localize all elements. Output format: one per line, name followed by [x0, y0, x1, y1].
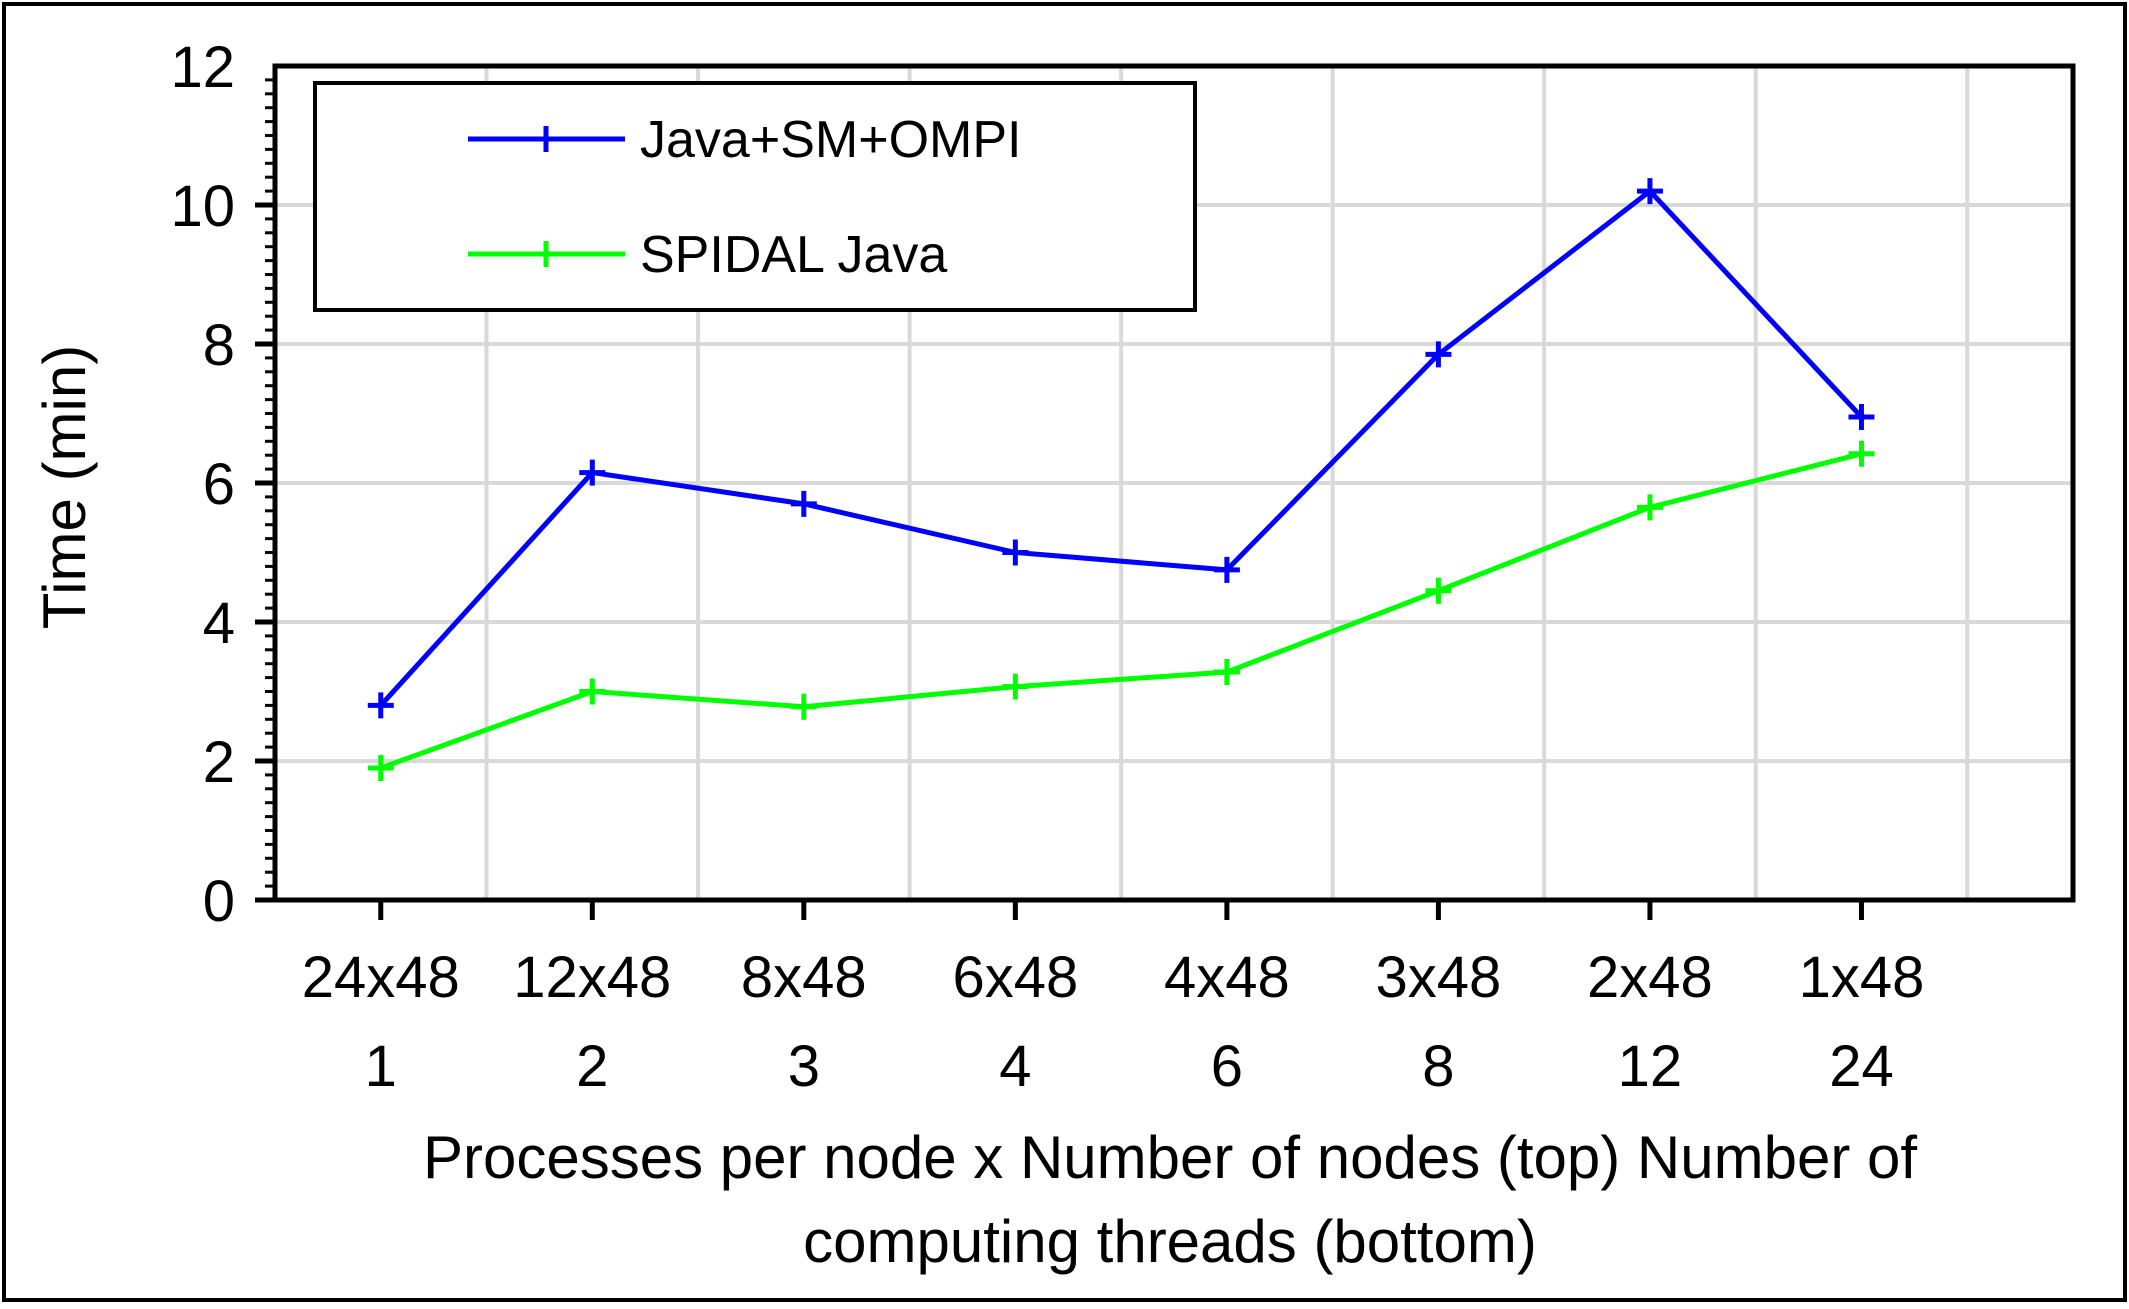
legend-box — [313, 81, 1197, 312]
legend-label-spidal-java: SPIDAL Java — [640, 226, 947, 284]
x-tick-label-bottom: 1 — [365, 1034, 397, 1099]
x-tick-label-top: 24x48 — [302, 945, 460, 1010]
series — [367, 178, 1875, 781]
data-point-marker — [579, 678, 606, 705]
y-tick-label: 4 — [203, 591, 235, 656]
legend-label-java-sm-ompi: Java+SM+OMPI — [640, 111, 1021, 169]
series-line-java-sm-ompi — [378, 188, 1864, 708]
x-tick-label-bottom: 4 — [999, 1034, 1031, 1099]
x-tick-label-bottom: 8 — [1422, 1034, 1454, 1099]
y-tick-label: 2 — [203, 730, 235, 795]
x-tick-label-top: 6x48 — [952, 945, 1078, 1010]
x-tick-label-top: 2x48 — [1587, 945, 1713, 1010]
x-tick-label-top: 1x48 — [1799, 945, 1925, 1010]
series-java-sm-ompi — [367, 178, 1875, 719]
data-point-marker — [367, 692, 394, 719]
x-axis-title-line-2: computing threads (bottom) — [803, 1208, 1537, 1275]
data-point-marker — [367, 754, 394, 781]
data-point-marker — [1848, 403, 1875, 430]
x-tick-label-bottom: 2 — [576, 1034, 608, 1099]
x-tick-label-top: 8x48 — [741, 945, 867, 1010]
data-point-marker — [579, 459, 606, 486]
data-point-marker — [1425, 577, 1452, 604]
legend-marker-java-sm-ompi — [533, 126, 559, 152]
data-point-marker — [1213, 556, 1240, 583]
y-tick-labels: 0 2 4 6 8 10 12 — [170, 35, 235, 934]
y-tick-label: 6 — [203, 452, 235, 517]
y-tick-label: 10 — [170, 174, 235, 239]
y-tick-label: 0 — [203, 869, 235, 934]
x-tick-label-bottom: 3 — [788, 1034, 820, 1099]
data-point-marker — [1636, 494, 1663, 521]
axes — [255, 78, 2073, 920]
data-point-marker — [1636, 178, 1663, 205]
x-tick-label-top: 12x48 — [513, 945, 671, 1010]
x-tick-label-bottom: 24 — [1829, 1034, 1894, 1099]
legend-marker-spidal-java — [533, 241, 559, 267]
data-point-marker — [1848, 440, 1875, 467]
series-line-spidal-java — [379, 451, 1863, 771]
data-point-marker — [1002, 539, 1029, 566]
x-axis-title-line-1: Processes per node x Number of nodes (to… — [423, 1124, 1917, 1191]
data-point-marker — [1002, 673, 1029, 700]
x-tick-label-top: 3x48 — [1376, 945, 1502, 1010]
x-tick-label-bottom: 12 — [1618, 1034, 1683, 1099]
y-tick-label: 8 — [203, 313, 235, 378]
data-point-marker — [790, 693, 817, 720]
data-point-marker — [1213, 659, 1240, 686]
data-point-marker — [1425, 341, 1452, 368]
x-tick-label-bottom: 6 — [1211, 1034, 1243, 1099]
y-axis-title: Time (min) — [31, 345, 98, 629]
data-point-marker — [790, 490, 817, 517]
y-tick-label: 12 — [170, 35, 235, 100]
legend: Java+SM+OMPI SPIDAL Java — [313, 81, 1197, 312]
series-spidal-java — [367, 440, 1875, 781]
x-tick-label-top: 4x48 — [1164, 945, 1290, 1010]
